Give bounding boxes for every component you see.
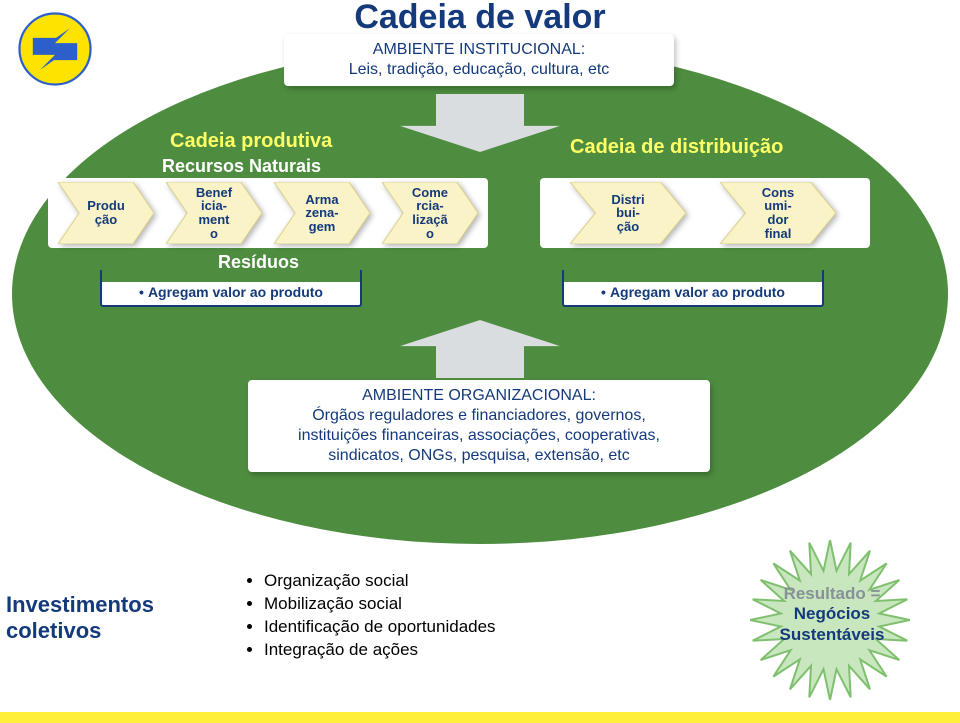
bullet-item: Organização social: [264, 570, 496, 593]
organizational-line1: AMBIENTE ORGANIZACIONAL:: [258, 386, 700, 406]
burst-line2: Negócios: [764, 604, 900, 624]
chevron-label: Armazena-gem: [286, 193, 359, 234]
organizational-line4: sindicatos, ONGs, pesquisa, extensão, et…: [258, 446, 700, 466]
chevron-label: Comercia-lização: [394, 186, 467, 241]
slide-title: Cadeia de valor: [0, 0, 960, 37]
chevron-label: Distribui-ção: [584, 193, 672, 234]
organizational-line3: instituições financeiras, associações, c…: [258, 426, 700, 446]
left-chain-tag-text: Agregam valor ao produto: [148, 284, 323, 300]
bullet-item: Mobilização social: [264, 593, 496, 616]
bottom-stripe: [0, 712, 960, 723]
organizational-line2: Órgãos reguladores e financiadores, gove…: [258, 406, 700, 426]
arrow-down-icon: [400, 94, 560, 157]
institutional-line1: AMBIENTE INSTITUCIONAL:: [294, 40, 664, 60]
right-chain-tag: •Agregam valor ao produto: [562, 282, 824, 307]
starburst-text: Resultado = Negócios Sustentáveis: [764, 584, 900, 645]
institutional-box: AMBIENTE INSTITUCIONAL: Leis, tradição, …: [284, 34, 674, 86]
bullet-item: Identificação de oportunidades: [264, 616, 496, 639]
left-chain-sub2: Resíduos: [218, 252, 299, 273]
burst-line1: Resultado =: [764, 584, 900, 604]
investments-label: Investimentos coletivos: [6, 592, 154, 644]
chevron-label: Beneficia-mento: [178, 186, 251, 241]
right-chain-tag-text: Agregam valor ao produto: [610, 284, 785, 300]
right-chain-header: Cadeia de distribuição: [570, 136, 783, 159]
chevron-label: Produção: [70, 199, 143, 226]
burst-line3: Sustentáveis: [764, 625, 900, 645]
left-chain-tag: •Agregam valor ao produto: [100, 282, 362, 307]
organizational-box: AMBIENTE ORGANIZACIONAL: Órgãos regulado…: [248, 380, 710, 472]
slide-canvas: Cadeia de valor AMBIENTE INSTITUCIONAL: …: [0, 0, 960, 723]
investments-line1: Investimentos: [6, 592, 154, 618]
arrow-up-icon: [400, 320, 560, 383]
investments-bullets: Organização socialMobilização socialIden…: [246, 570, 496, 662]
chevron-label: Consumi-dorfinal: [734, 186, 822, 241]
left-chain-header: Cadeia produtiva: [170, 130, 332, 153]
bullet-item: Integração de ações: [264, 639, 496, 662]
investments-line2: coletivos: [6, 618, 154, 644]
left-chain-sub1: Recursos Naturais: [162, 156, 321, 177]
institutional-line2: Leis, tradição, educação, cultura, etc: [294, 60, 664, 80]
